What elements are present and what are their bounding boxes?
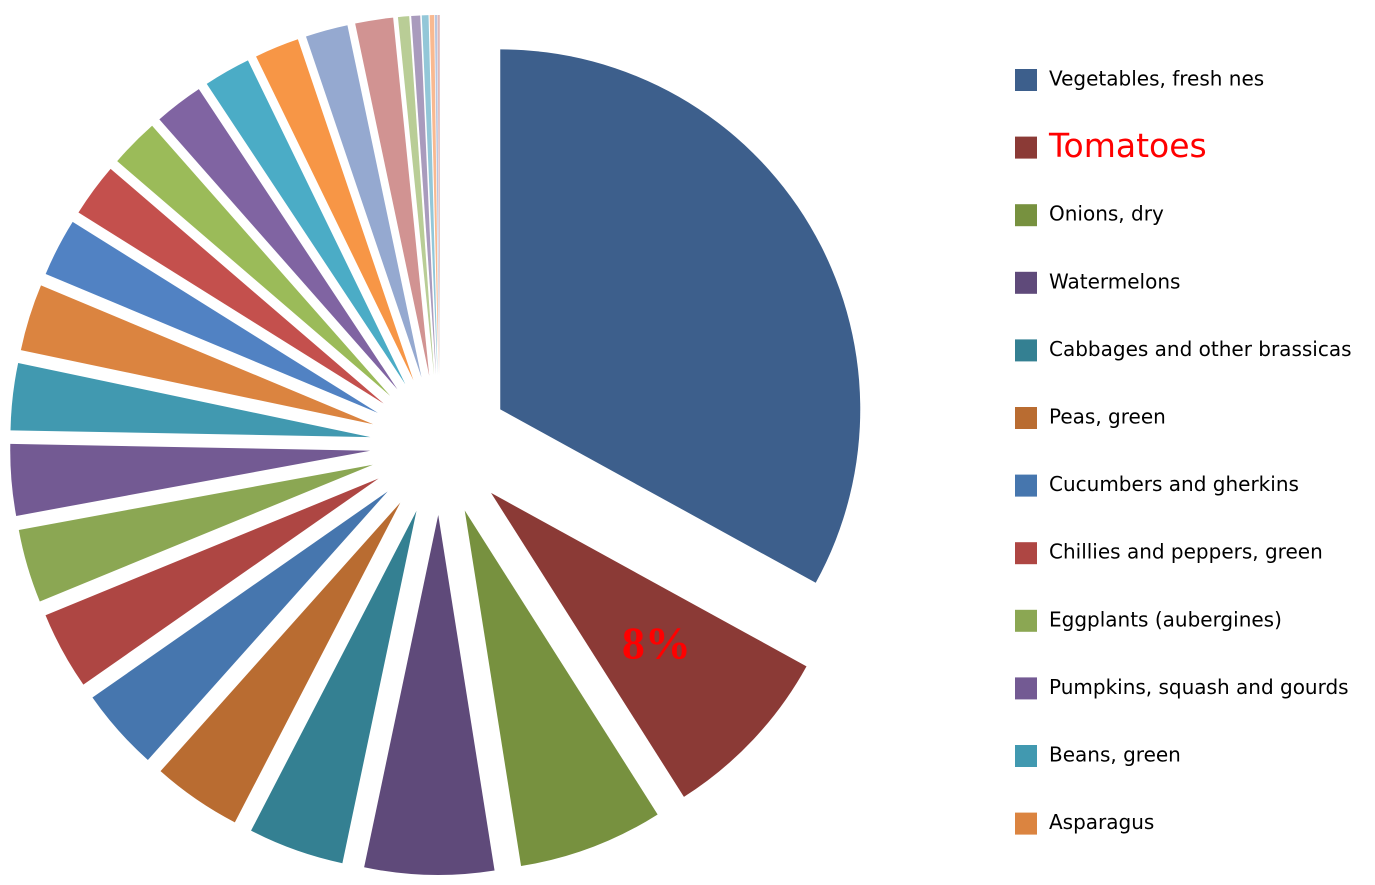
pie-slice <box>421 15 438 376</box>
pie-slice <box>117 125 391 396</box>
legend-swatch <box>1015 474 1037 497</box>
pie-slice <box>256 39 414 381</box>
legend-swatch <box>1015 136 1037 159</box>
pie-slice <box>160 502 401 823</box>
pie-slice <box>411 15 437 376</box>
pie-slice <box>92 491 388 760</box>
legend-label: Onions, dry <box>1049 202 1164 226</box>
pie-slice <box>434 15 440 376</box>
legend-label: Eggplants (aubergines) <box>1049 607 1282 631</box>
legend-label: Pumpkins, squash and gourds <box>1049 675 1349 699</box>
legend-label: Peas, green <box>1049 405 1166 429</box>
pie-slice <box>437 15 440 376</box>
legend-label: Asparagus <box>1049 810 1154 834</box>
pie-slice <box>159 89 398 390</box>
legend-swatch <box>1015 204 1037 227</box>
legend-swatch <box>1015 271 1037 294</box>
pie-slice <box>355 17 430 376</box>
pie-slice <box>305 25 422 378</box>
legend-label: Cucumbers and gherkins <box>1049 472 1299 496</box>
pie-slice <box>251 510 417 864</box>
pie-slice <box>78 168 384 404</box>
pie-slice <box>500 49 861 583</box>
pie-slice <box>45 478 379 685</box>
legend-label: Watermelons <box>1049 269 1180 293</box>
legend-swatch <box>1015 69 1037 91</box>
legend-label: Chillies and peppers, green <box>1049 540 1323 564</box>
legend-swatch <box>1015 812 1037 835</box>
pie-slice <box>429 15 439 376</box>
pie-slice <box>364 514 495 875</box>
pie-slice <box>10 362 371 438</box>
legend-swatch <box>1015 609 1037 632</box>
legend-label: Cabbages and other brassicas <box>1049 337 1352 361</box>
legend-swatch <box>1015 677 1037 700</box>
legend-swatch <box>1015 745 1037 767</box>
pie-slice <box>10 443 371 516</box>
legend-label: Tomatoes <box>1048 126 1207 165</box>
pie-slice <box>45 221 378 413</box>
pie-slice <box>397 16 435 376</box>
legend-label: Vegetables, fresh nes <box>1049 67 1264 91</box>
legend-swatch <box>1015 407 1037 429</box>
data-label: 8% <box>622 618 691 669</box>
pie-slice <box>206 60 406 385</box>
legend-label: Beans, green <box>1049 743 1181 767</box>
pie-slice <box>20 285 374 425</box>
pie-slice <box>18 464 373 602</box>
legend-swatch <box>1015 339 1037 362</box>
legend-swatch <box>1015 542 1037 565</box>
pie-slice <box>491 492 807 797</box>
pie-slice <box>464 510 658 867</box>
